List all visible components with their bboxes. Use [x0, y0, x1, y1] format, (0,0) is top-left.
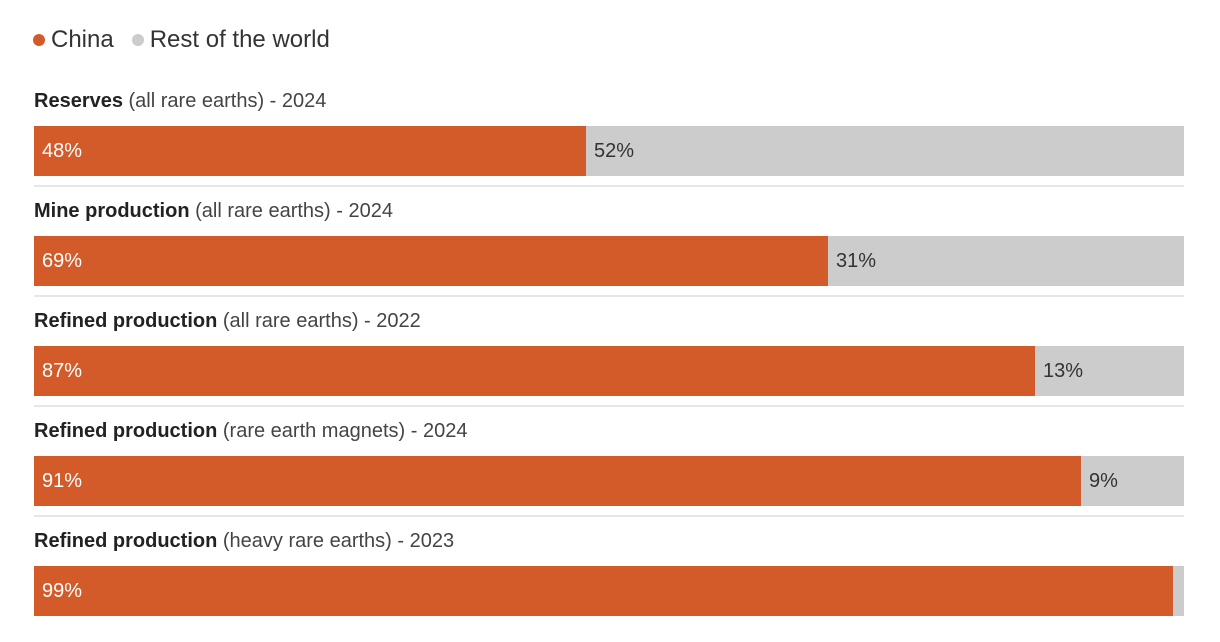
bar-rest-of-world: 91% 9% [34, 456, 1184, 506]
chart-row: Refined production (heavy rare earths) -… [34, 528, 1184, 638]
row-title-bold: Refined production [34, 310, 218, 332]
bar-china: 91% [34, 456, 1081, 506]
chart-row: Mine production (all rare earths) - 2024… [34, 198, 1184, 308]
bar-china: 69% [34, 236, 828, 286]
row-title: Refined production (all rare earths) - 2… [34, 310, 421, 333]
chart-row: Refined production (rare earth magnets) … [34, 418, 1184, 528]
data-label-rest-of-world: 13% [1043, 360, 1084, 382]
data-label-china: 69% [42, 250, 83, 272]
row-divider [34, 405, 1184, 407]
legend-dot-rest-of-world [131, 34, 144, 46]
row-title: Reserves (all rare earths) - 2024 [34, 90, 326, 113]
legend-dot-china [33, 34, 45, 46]
bar-chart: Reserves (all rare earths) - 2024 48% 52% M… [34, 88, 1184, 638]
bar-rest-of-world: 48% 52% [34, 126, 1184, 176]
row-divider [34, 185, 1184, 187]
row-title-detail: (heavy rare earths) - 2023 [217, 530, 455, 552]
row-title-detail: (all rare earths) - 2024 [189, 200, 393, 222]
row-title-bold: Refined production [34, 530, 218, 552]
bar-china: 48% [34, 126, 586, 176]
row-divider [34, 295, 1184, 297]
bar-rest-of-world: 69% 31% [34, 236, 1184, 286]
data-label-china: 87% [42, 360, 83, 382]
row-title: Refined production (heavy rare earths) -… [34, 530, 454, 553]
bar-rest-of-world: 87% 13% [34, 346, 1184, 396]
legend: China Rest of the world [33, 26, 348, 54]
data-label-rest-of-world: 31% [836, 250, 877, 272]
legend-item-china: China [33, 26, 114, 54]
row-title-detail: (all rare earths) - 2022 [217, 310, 421, 332]
bar-china: 87% [34, 346, 1035, 396]
row-title-detail: (rare earth magnets) - 2024 [217, 420, 468, 442]
row-title-detail: (all rare earths) - 2024 [122, 90, 327, 112]
data-label-china: 99% [42, 580, 83, 602]
chart-row: Refined production (all rare earths) - 2… [34, 308, 1184, 418]
row-title: Refined production (rare earth magnets) … [34, 420, 467, 443]
legend-label-rest-of-world: Rest of the world [149, 26, 330, 53]
chart-row: Reserves (all rare earths) - 2024 48% 52% [34, 88, 1184, 198]
data-label-china: 91% [42, 470, 83, 492]
row-title-bold: Refined production [34, 420, 218, 442]
row-title-bold: Reserves [34, 90, 123, 112]
legend-item-rest-of-world: Rest of the world [131, 26, 330, 54]
legend-label-china: China [51, 26, 114, 53]
row-divider [34, 515, 1184, 517]
data-label-rest-of-world: 52% [594, 140, 635, 162]
row-title: Mine production (all rare earths) - 2024 [34, 200, 393, 223]
bar-rest-of-world: 99% [34, 566, 1184, 616]
bar-china: 99% [34, 566, 1173, 616]
data-label-china: 48% [42, 140, 83, 162]
data-label-rest-of-world: 9% [1089, 470, 1118, 492]
row-title-bold: Mine production [34, 200, 190, 222]
